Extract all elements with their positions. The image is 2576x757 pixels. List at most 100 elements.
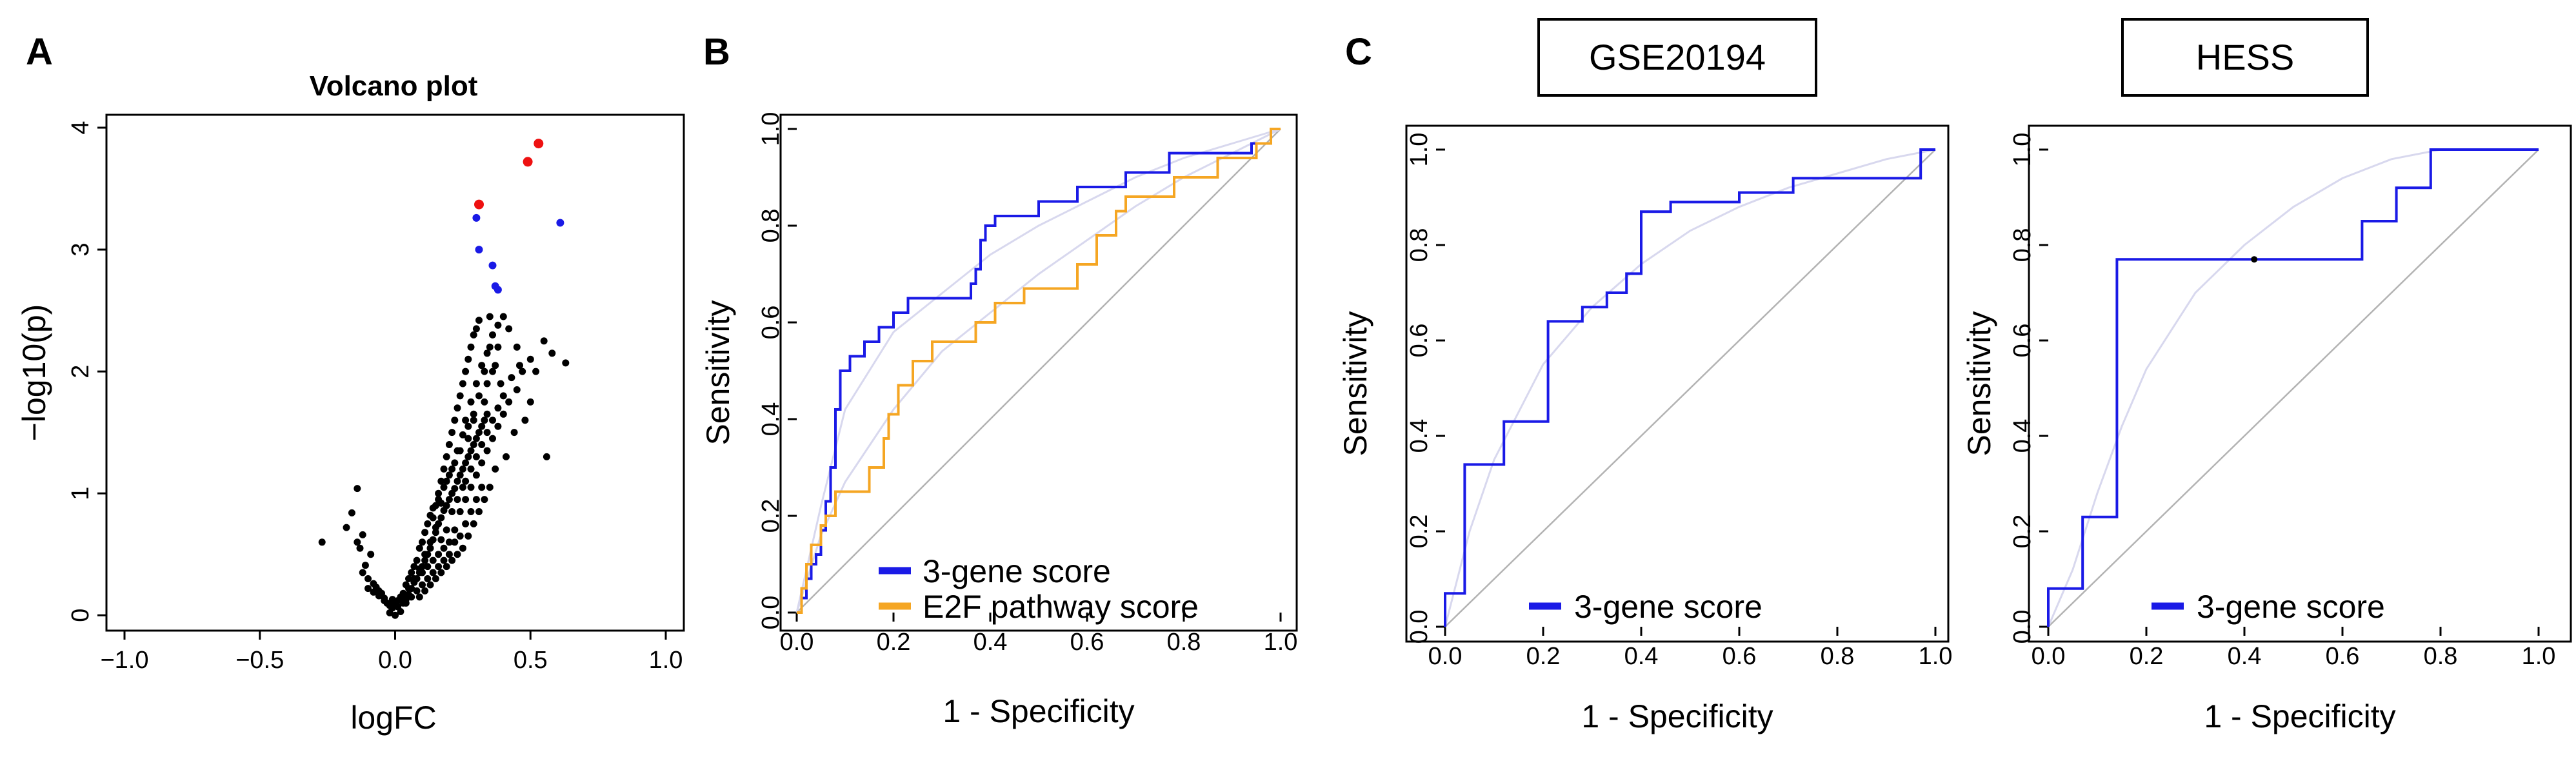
volcano-point-highlight-blue [488,261,497,270]
volcano-x-label: logFC [350,700,436,736]
volcano-point-highlight-blue [472,213,481,222]
volcano-point-other [454,477,461,485]
hess-y-label: Sensitivity [1961,311,1997,456]
volcano-point-other [405,585,412,593]
volcano-point-other [470,520,477,527]
roc-b-plot-frame [779,113,1298,632]
volcano-point-other [415,593,423,601]
volcano-point-other [467,465,475,473]
volcano-point-other [483,429,491,437]
volcano-point-other [499,392,507,400]
volcano-point-other [526,355,534,363]
roc-panel-hess: HESS 0.0 0.2 0.4 0.6 0.8 1.0 0.0 0.2 0.4 0.6 0.8 1.… [1961,18,2572,734]
volcano-point-other [370,588,377,596]
volcano-point-other [443,477,450,485]
hess-x-tick-label: 0.4 [2228,643,2262,670]
volcano-x-tick-label: −0.5 [235,647,284,674]
volcano-point-other [421,529,429,536]
roc-b-x-tick-label: 1.0 [1264,629,1298,656]
volcano-point-other [464,453,472,460]
volcano-point-other [440,465,448,473]
volcano-point-other [451,459,459,467]
volcano-point-other [470,331,477,339]
volcano-point-other [464,422,472,430]
volcano-point-other [454,496,461,504]
volcano-point-highlight-red [474,199,484,210]
volcano-point-other [437,499,445,507]
volcano-point-other [472,380,480,388]
volcano-point-other [405,575,412,582]
volcano-point-other [489,331,496,339]
volcano-point-other [481,417,488,424]
volcano-point-other [472,435,480,442]
volcano-y-label: −log10(p) [16,304,52,442]
volcano-point-other [437,477,445,485]
roc-b-y-tick-label: 1.0 [757,112,784,146]
volcano-point-other [467,484,475,491]
volcano-point-other [459,544,466,552]
volcano-point-highlight-blue [556,219,564,227]
roc-b-e2f-pathway-score-line [797,128,1281,614]
volcano-point-other [467,343,475,351]
volcano-point-other [421,587,429,595]
volcano-point-other [459,380,466,388]
roc-b-diagonal-line [796,128,1281,613]
volcano-point-other [459,465,466,473]
roc-b-y-tick-label: 0.0 [757,596,784,630]
hess-y-tick-label: 0.4 [2009,419,2036,453]
gse20194-smooth-curve [1444,148,1936,627]
gse20194-y-tick-label: 0.4 [1406,419,1433,453]
volcano-y-tick-label: 0 [67,609,94,622]
volcano-point-other [318,538,326,546]
legend-label-3-gene: 3-gene score [2197,589,2385,625]
volcano-point-other [364,585,372,593]
volcano-point-other [503,453,510,460]
roc-b-x-tick-label: 0.4 [973,629,1008,656]
volcano-point-other [413,556,421,564]
volcano-point-other [361,562,369,569]
panel-label-c: C [1345,31,1372,73]
volcano-point-other [562,359,570,367]
volcano-point-other [421,556,429,564]
volcano-point-other [437,514,445,522]
volcano-x-tick-label: 1.0 [649,647,683,674]
volcano-point-other [481,398,488,406]
volcano-point-other [494,404,502,412]
volcano-point-other [443,502,450,509]
roc-b-y-tick-label: 0.4 [757,402,784,437]
roc-b-x-tick-label: 0.2 [877,629,911,656]
volcano-point-other [410,563,418,571]
volcano-point-other [470,410,477,418]
volcano-point-other [475,508,483,515]
roc-b-x-tick-label: 0.6 [1070,629,1104,656]
volcano-point-other [521,417,529,424]
volcano-point-other [437,569,445,576]
volcano-point-other [392,611,399,619]
volcano-point-other [513,386,521,393]
roc-b-x-tick-label: 0.8 [1167,629,1201,656]
volcano-point-highlight-blue [494,286,502,294]
volcano-point-other [451,538,459,546]
volcano-point-highlight-red [534,139,544,149]
hess-smooth-curve [2047,148,2539,627]
roc-b-y-tick-label: 0.8 [757,209,784,243]
volcano-point-other [454,551,461,558]
volcano-point-other [445,496,453,504]
volcano-point-other [359,531,366,538]
volcano-point-other [467,398,475,406]
volcano-y-tick-label: 4 [67,121,94,134]
volcano-point-other [354,485,361,493]
volcano-point-other [519,368,526,375]
volcano-point-other [364,575,372,582]
volcano-point-other [532,368,540,375]
volcano-point-other [470,441,477,448]
volcano-point-other [429,569,437,576]
volcano-point-other [475,392,483,400]
volcano-point-other [367,551,375,558]
volcano-point-other [440,556,448,564]
volcano-point-other [475,429,483,437]
legend-label-3-gene: 3-gene score [1574,589,1762,625]
hess-y-tick-label: 0.8 [2009,228,2036,262]
volcano-point-other [505,398,513,406]
volcano-point-other [462,368,470,375]
